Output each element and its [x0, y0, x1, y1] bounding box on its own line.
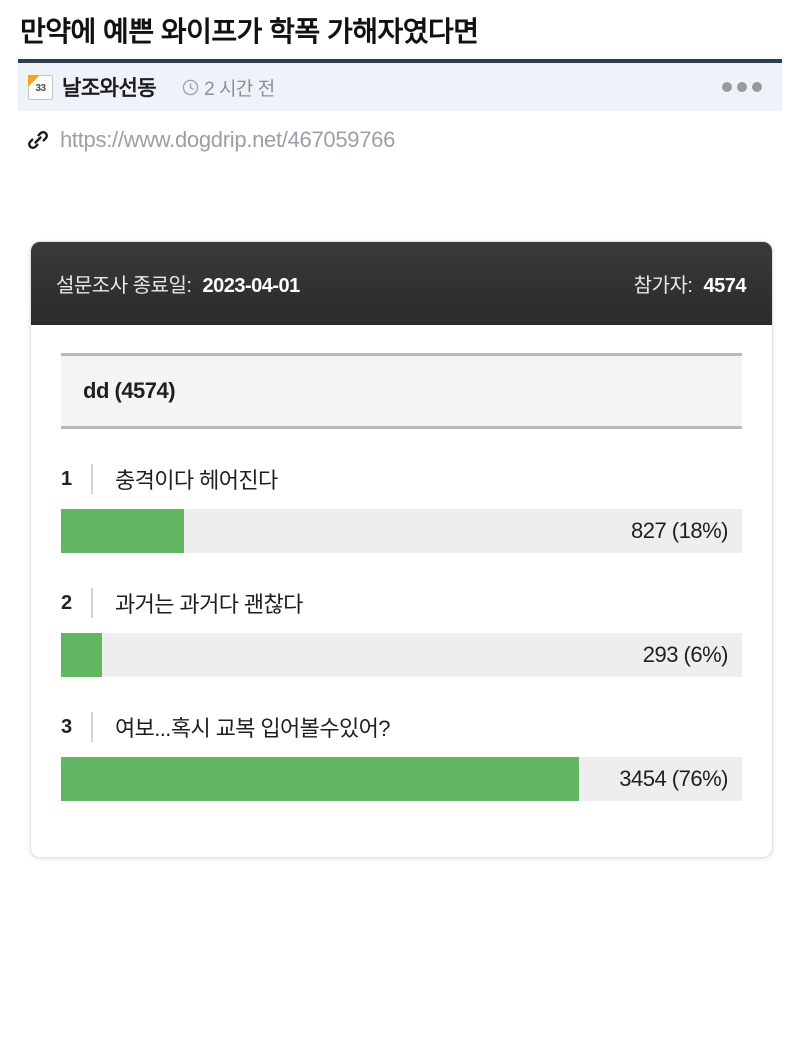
page-title: 만약에 예쁜 와이프가 학폭 가해자였다면: [20, 16, 479, 47]
poll-end-date-label: 설문조사 종료일:: [56, 275, 192, 297]
poll-option-label: 여보...혹시 교복 입어볼수있어?: [115, 716, 390, 741]
poll-option-bar-fill: [61, 757, 579, 801]
poll-header: 설문조사 종료일: 2023-04-01 참가자: 4574: [31, 242, 772, 325]
poll-option-number: 3: [61, 715, 73, 738]
more-options-icon[interactable]: [722, 82, 768, 92]
poll-option[interactable]: 1 충격이다 헤어진다 827 (18%): [61, 463, 742, 553]
poll-option-head: 3 여보...혹시 교복 입어볼수있어?: [61, 711, 742, 757]
document-fold-corner: [28, 74, 40, 87]
source-url[interactable]: https://www.dogdrip.net/467059766: [60, 127, 396, 152]
author-name: 날조와선동: [62, 77, 157, 100]
more-dot-1: [722, 82, 732, 92]
link-chain-icon: [28, 130, 48, 150]
poll-option-head: 2 과거는 과거다 괜찮다: [61, 587, 742, 633]
more-dot-2: [737, 82, 747, 92]
poll-option[interactable]: 2 과거는 과거다 괜찮다 293 (6%): [61, 587, 742, 677]
poll-participants-value: 4574: [703, 275, 747, 297]
poll-option-bar-track: 3454 (76%): [61, 757, 742, 801]
poll-option-bar-track: 293 (6%): [61, 633, 742, 677]
poll-option-bar-fill: [61, 509, 184, 553]
poll-option-bar-fill: [61, 633, 102, 677]
author-block[interactable]: 33 날조와선동: [28, 72, 157, 102]
poll-option[interactable]: 3 여보...혹시 교복 입어볼수있어? 3454 (76%): [61, 711, 742, 801]
post-time: 2 시간 전: [182, 74, 275, 101]
document-33-icon: 33: [28, 74, 53, 100]
poll-end-date-value: 2023-04-01: [202, 275, 300, 297]
poll-participants-block: 참가자: 4574: [633, 269, 747, 298]
post-meta-bar: 33 날조와선동 2 시간 전: [18, 59, 782, 111]
poll-option-number: 1: [61, 467, 73, 490]
poll-option-number: 2: [61, 591, 73, 614]
document-icon-glyph: 33: [35, 83, 46, 94]
poll-option-bar-track: 827 (18%): [61, 509, 742, 553]
poll-option-divider: [91, 588, 93, 618]
post-time-label: 2 시간 전: [204, 78, 275, 100]
poll-option-divider: [91, 464, 93, 494]
source-link-row[interactable]: https://www.dogdrip.net/467059766: [0, 111, 800, 153]
more-dot-3: [752, 82, 762, 92]
poll-question-text: dd (4574): [83, 378, 176, 403]
poll-end-date-block: 설문조사 종료일: 2023-04-01: [56, 269, 300, 298]
poll-participants-label: 참가자:: [633, 275, 693, 297]
poll-question-bar: dd (4574): [61, 353, 742, 429]
poll-option-head: 1 충격이다 헤어진다: [61, 463, 742, 509]
clock-icon: [182, 79, 199, 95]
poll-option-result: 293 (6%): [642, 642, 729, 667]
poll-option-label: 충격이다 헤어진다: [115, 468, 278, 493]
poll-option-result: 3454 (76%): [619, 766, 728, 791]
poll-card: 설문조사 종료일: 2023-04-01 참가자: 4574 dd (4574)…: [30, 241, 773, 858]
poll-body: dd (4574) 1 충격이다 헤어진다 827 (18%) 2 과거는 과거…: [31, 325, 772, 857]
poll-option-divider: [91, 712, 93, 742]
poll-option-result: 827 (18%): [630, 518, 729, 543]
poll-option-label: 과거는 과거다 괜찮다: [115, 592, 303, 617]
